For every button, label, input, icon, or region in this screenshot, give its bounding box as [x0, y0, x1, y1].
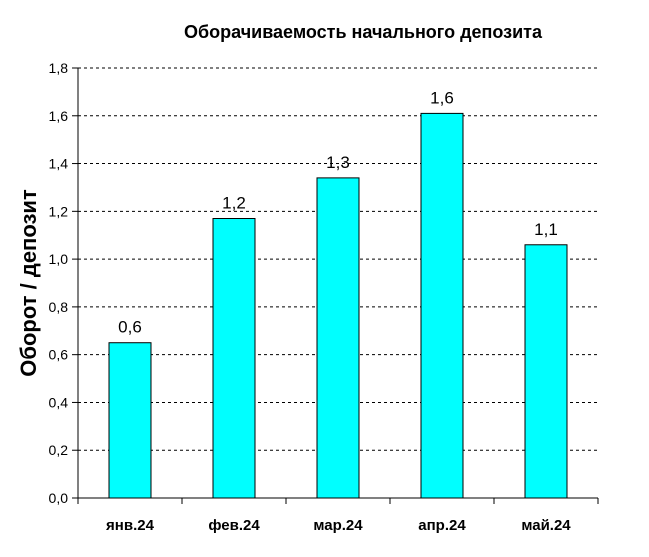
y-tick-label: 1,8 [49, 60, 69, 76]
y-tick-label: 1,0 [49, 251, 69, 267]
y-tick-label: 0,6 [49, 347, 69, 363]
data-label: 0,6 [118, 318, 142, 337]
y-tick-label: 0,4 [49, 394, 69, 410]
y-tick-label: 0,8 [49, 299, 69, 315]
data-label: 1,6 [430, 88, 454, 107]
bars [108, 112, 568, 499]
bar-1 [108, 342, 152, 499]
x-tick-label: май.24 [521, 517, 571, 534]
labels: 0,0 0,2 0,4 0,6 0,8 1,0 1,2 1,4 1,6 1,8 0,6 янв.24 1… [49, 60, 572, 534]
x-tick-label: янв.24 [106, 517, 155, 534]
x-tick-label: мар.24 [313, 517, 363, 534]
bar-5 [524, 244, 568, 499]
axes [72, 67, 599, 504]
y-tick-label: 0,0 [49, 490, 69, 506]
chart-title: Оборачиваемость начального депозита [184, 22, 543, 42]
y-tick-label: 1,6 [49, 108, 69, 124]
data-label: 1,2 [222, 194, 246, 213]
y-tick-label: 1,4 [49, 156, 69, 172]
data-label: 1,3 [326, 153, 350, 172]
y-tick-label: 0,2 [49, 442, 69, 458]
y-tick-label: 1,2 [49, 203, 69, 219]
bar-4 [420, 112, 464, 499]
x-tick-label: апр.24 [418, 517, 466, 534]
bar-2 [212, 218, 256, 499]
y-axis-label: Оборот / депозит [16, 189, 41, 377]
bar-3 [316, 177, 360, 499]
x-tick-label: фев.24 [208, 517, 260, 534]
data-label: 1,1 [534, 220, 558, 239]
